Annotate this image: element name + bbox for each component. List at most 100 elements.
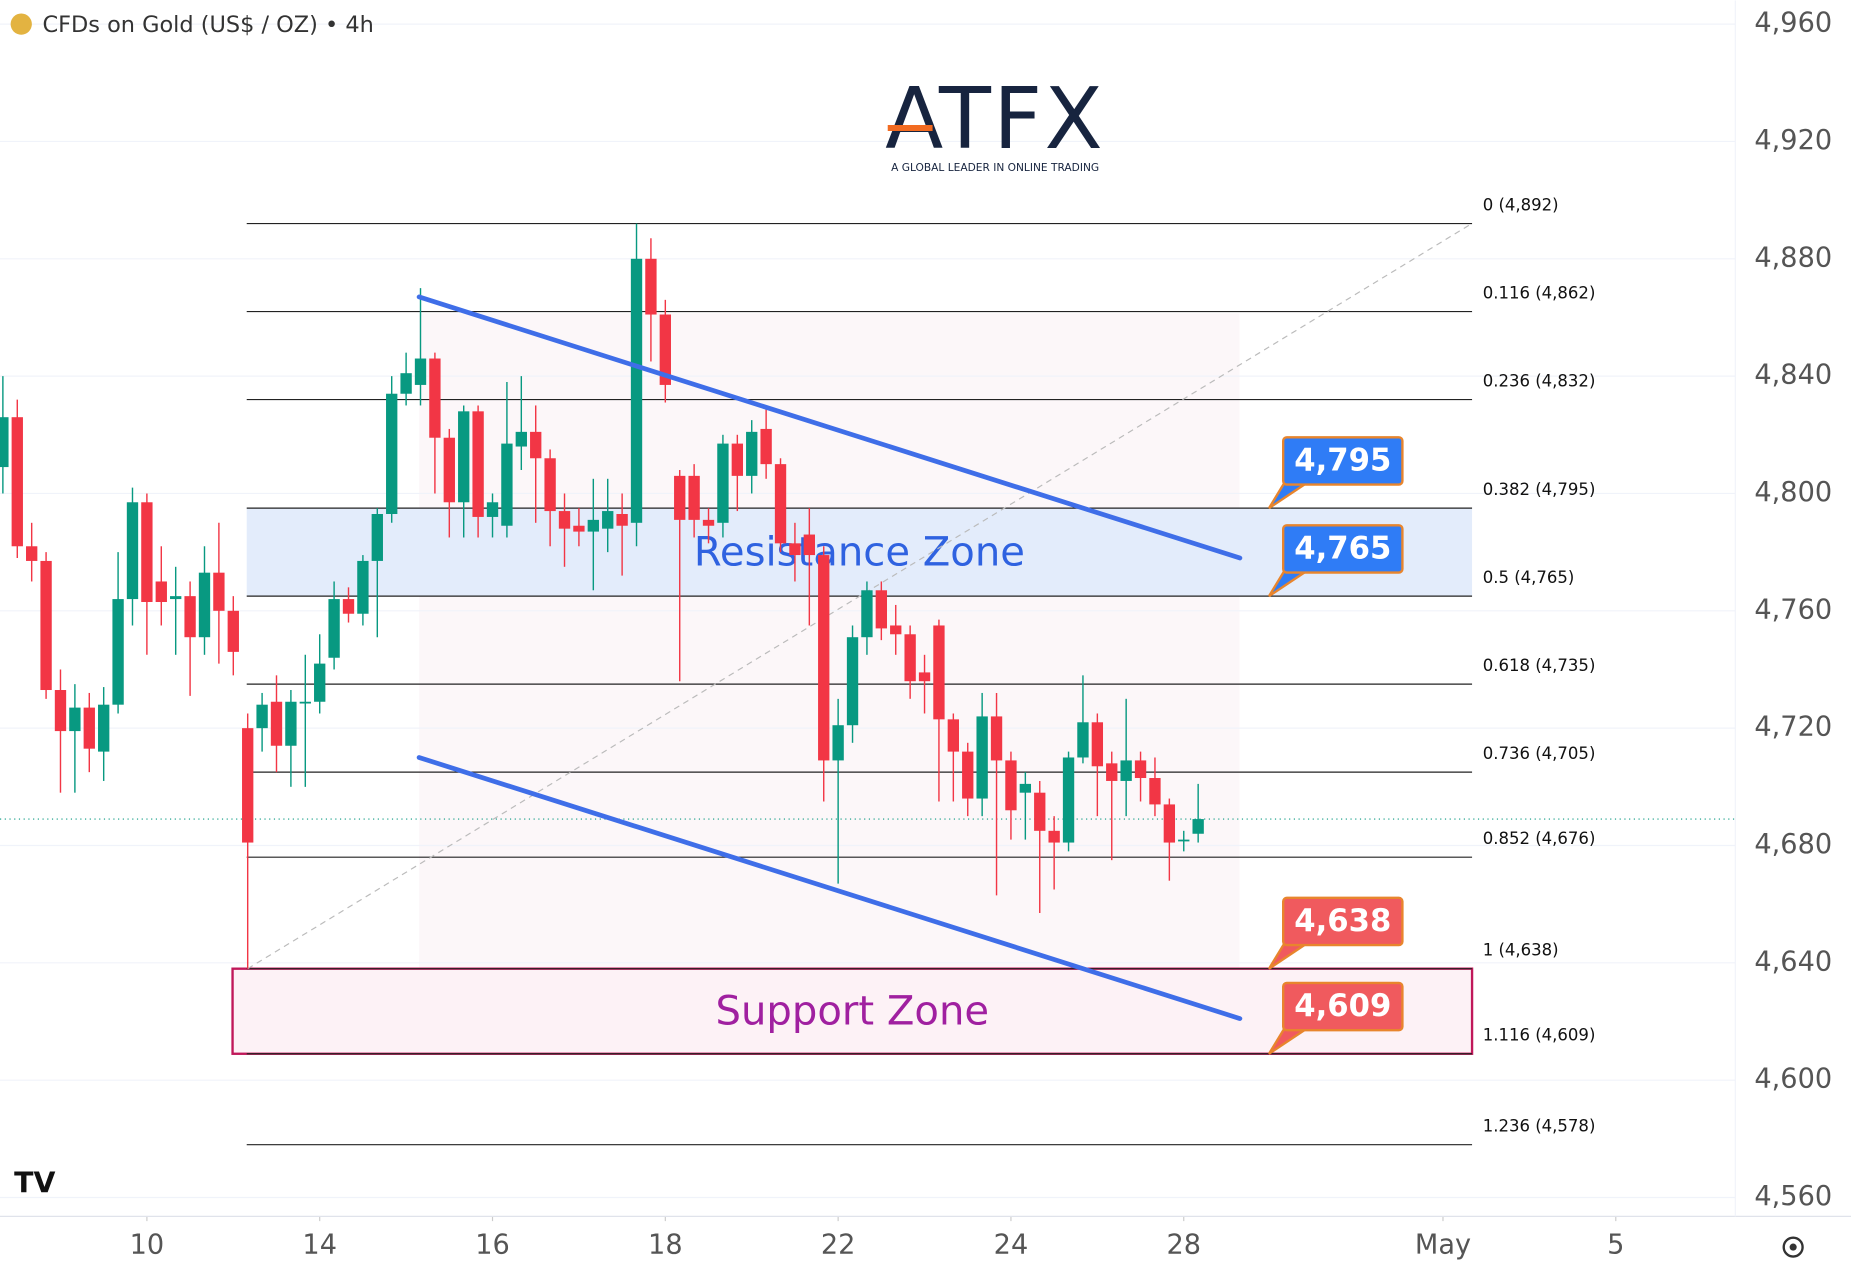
candle-body bbox=[40, 560, 52, 691]
candle-body bbox=[458, 411, 470, 503]
fib-label: 0 (4,892) bbox=[1483, 195, 1559, 214]
candle-body bbox=[846, 637, 859, 726]
candle-body bbox=[645, 258, 657, 315]
candle-body bbox=[803, 534, 815, 556]
y-tick-label: 4,840 bbox=[1754, 360, 1832, 391]
candle-body bbox=[630, 258, 643, 523]
callout-box bbox=[1282, 524, 1404, 574]
candle-body bbox=[760, 428, 772, 465]
candle-body bbox=[443, 437, 455, 503]
candle-body bbox=[429, 358, 441, 438]
candle-body bbox=[616, 514, 628, 526]
y-tick-label: 4,760 bbox=[1754, 594, 1832, 625]
candle-body bbox=[328, 599, 340, 658]
chart-title: CFDs on Gold (US$ / OZ) • 4h bbox=[42, 12, 373, 38]
candle-body bbox=[270, 701, 283, 746]
candle-body bbox=[1149, 778, 1161, 805]
settings-icon[interactable] bbox=[1782, 1236, 1804, 1258]
fib-label: 0.382 (4,795) bbox=[1483, 480, 1596, 499]
candle-body bbox=[818, 555, 830, 761]
y-tick-label: 4,960 bbox=[1754, 8, 1832, 39]
candle-body bbox=[861, 590, 873, 638]
candle-body bbox=[285, 701, 297, 746]
candle-body bbox=[1120, 760, 1132, 781]
x-tick-label: May bbox=[1415, 1229, 1471, 1260]
tv-logo: TV bbox=[14, 1167, 55, 1200]
callout-box bbox=[1282, 981, 1404, 1032]
candle-body bbox=[198, 572, 211, 638]
zone-label: Support Zone bbox=[716, 989, 990, 1035]
candle-body bbox=[746, 431, 758, 476]
candle-body bbox=[400, 373, 412, 394]
y-tick-label: 4,600 bbox=[1754, 1064, 1832, 1095]
candle-body bbox=[774, 464, 787, 544]
candle-body bbox=[1019, 783, 1032, 793]
x-tick-label: 10 bbox=[130, 1229, 165, 1260]
x-tick-label: 22 bbox=[821, 1229, 856, 1260]
logo-brand: ATFX bbox=[885, 70, 1105, 169]
candle-body bbox=[227, 610, 239, 652]
marks: 4,960 4,920 4,880 4,840 4,800 4,760 4,720 4,680… bbox=[0, 8, 1832, 1260]
candle-body bbox=[242, 728, 254, 843]
candle-body bbox=[688, 475, 700, 520]
fib-label: 0.116 (4,862) bbox=[1483, 283, 1596, 302]
callout-label: 4,765 bbox=[1294, 532, 1391, 567]
candle-body bbox=[299, 701, 311, 704]
candle-body bbox=[962, 751, 974, 799]
candle-body bbox=[342, 599, 355, 614]
fib-label: 1.116 (4,609) bbox=[1483, 1026, 1596, 1045]
fib-label: 1.236 (4,578) bbox=[1483, 1116, 1596, 1135]
candle-body bbox=[357, 560, 369, 614]
candle-body bbox=[904, 634, 916, 682]
candle-body bbox=[832, 725, 844, 761]
callout-label: 4,609 bbox=[1294, 989, 1391, 1024]
candle-body bbox=[602, 511, 614, 529]
candle-body bbox=[170, 596, 182, 600]
candle-body bbox=[126, 502, 139, 600]
candle-body bbox=[731, 443, 743, 476]
candle-body bbox=[141, 502, 153, 603]
candle-body bbox=[1134, 760, 1147, 779]
candle-body bbox=[1005, 760, 1017, 811]
candle-body bbox=[155, 581, 167, 603]
candle-body bbox=[890, 625, 902, 635]
candle-body bbox=[256, 704, 268, 729]
candle-body bbox=[717, 443, 729, 523]
candle-body bbox=[11, 417, 23, 547]
candle-body bbox=[98, 704, 110, 752]
candle-body bbox=[789, 543, 801, 556]
candle-body bbox=[314, 663, 326, 702]
settings-icon-center bbox=[1789, 1243, 1797, 1251]
y-tick-label: 4,720 bbox=[1754, 712, 1832, 743]
fib-label: 0.736 (4,705) bbox=[1483, 744, 1596, 763]
callout-box bbox=[1282, 436, 1404, 486]
candle-body bbox=[976, 716, 988, 799]
callout-label: 4,795 bbox=[1294, 444, 1391, 479]
x-tick-label: 5 bbox=[1607, 1229, 1624, 1260]
y-tick-label: 4,880 bbox=[1754, 242, 1832, 273]
candle-body bbox=[544, 458, 556, 512]
callout-label: 4,638 bbox=[1294, 904, 1391, 939]
candle-body bbox=[702, 519, 715, 526]
candle-body bbox=[69, 707, 81, 732]
candle-body bbox=[414, 358, 427, 385]
zone bbox=[246, 508, 1473, 597]
candle-body bbox=[1077, 722, 1089, 758]
fib-label: 0.236 (4,832) bbox=[1483, 371, 1596, 390]
candle-body bbox=[573, 525, 585, 532]
x-tick-label: 28 bbox=[1166, 1229, 1201, 1260]
candle-body bbox=[990, 716, 1003, 761]
fib-label: 0.852 (4,676) bbox=[1483, 829, 1596, 848]
grid bbox=[0, 23, 1736, 1222]
y-tick-label: 4,920 bbox=[1754, 125, 1832, 156]
candle-body bbox=[472, 411, 484, 517]
candle-body bbox=[587, 519, 599, 532]
candle-body bbox=[184, 596, 196, 638]
candle-body bbox=[386, 393, 398, 515]
candle-body bbox=[501, 443, 513, 526]
candle-body bbox=[83, 707, 95, 749]
y-tick-label: 4,680 bbox=[1754, 829, 1832, 860]
candle-body bbox=[659, 314, 671, 385]
x-tick-label: 18 bbox=[648, 1229, 683, 1260]
